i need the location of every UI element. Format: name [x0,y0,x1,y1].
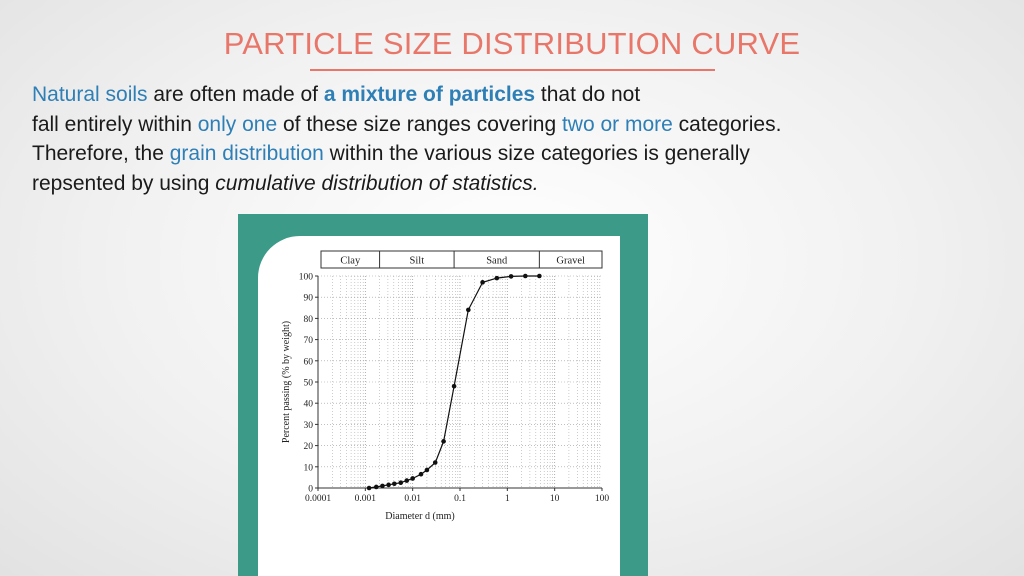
y-tick-label: 70 [304,336,314,346]
text-run: categories. [672,112,782,136]
data-point [386,482,391,488]
data-point [398,480,404,485]
chart-axes: 0 10 20 30 40 50 60 70 80 90 100 0.0001 0.001 0.01 0.1… [299,273,610,505]
size-band-frame [320,250,603,269]
highlight-only-one: only one [197,112,278,136]
y-tick-label: 30 [304,421,314,431]
data-point [366,485,372,491]
data-point [380,483,385,489]
slide-title: PARTICLE SIZE DISTRIBUTION CURVE [223,26,801,61]
x-tick-label: 0.1 [454,494,466,504]
size-band-silt: Silt [410,256,425,267]
data-point [537,273,542,279]
data-point [494,275,500,281]
y-tick-label: 60 [304,357,314,367]
y-tick-label: 80 [304,315,314,325]
highlight-two-or-more: two or more [561,112,673,136]
y-tick-label: 40 [304,400,314,410]
size-band-sand: Sand [486,256,508,267]
x-tick-label: 0.01 [404,494,421,504]
text-run: within the various size categories is ge… [323,142,750,165]
text-run: of these size ranges covering [277,112,562,136]
highlight-mixture-of-particles: a mixture of particles [323,83,536,106]
text-run: fall entirely within [32,112,198,136]
title-underline [310,69,715,71]
x-tick-label: 0.0001 [305,494,331,504]
x-tick-label: 100 [595,494,610,504]
size-band-gravel: Gravel [556,256,585,267]
intro-paragraph: Natural soils are often made of a mixtur… [32,80,1002,198]
text-run: are often made of [147,83,324,106]
x-axis-label: Diameter d (mm) [385,511,454,522]
data-point [508,274,514,279]
highlight-natural-soils: Natural soils [32,83,148,106]
y-tick-label: 90 [304,294,314,304]
data-point [441,439,446,444]
data-point [404,478,410,483]
data-point [392,481,397,487]
paragraph-line-1: Natural soils are often made of a mixtur… [32,80,1002,110]
data-point [451,383,457,389]
data-point [418,471,424,477]
size-band-header: Clay Silt Sand Gravel [320,250,603,269]
data-point [466,307,471,313]
text-run: Therefore, the [32,142,170,165]
data-point [373,484,379,490]
paragraph-line-3: Therefore, the grain distribution within… [32,139,1002,169]
text-run: that do not [535,83,641,106]
data-point [523,273,528,279]
y-tick-label: 0 [308,485,313,495]
size-band-clay: Clay [340,256,361,267]
data-point [410,476,415,481]
data-point [480,280,485,285]
y-axis-label: Percent passing (% by weight) [281,321,292,443]
particle-size-chart: Clay Silt Sand Gravel 010203040506070809010… [281,250,610,522]
paragraph-line-2: fall entirely within only one of these s… [32,110,1002,140]
chart-series [366,273,542,491]
y-tick-label: 10 [304,463,314,473]
text-run: repsented by using [32,171,216,195]
chart-grid [318,275,602,488]
y-tick-label: 20 [304,442,314,452]
italic-cumulative-distribution: cumulative distribution of statistics. [215,171,539,195]
y-tick-label: 100 [299,273,314,283]
data-point [432,460,438,465]
x-tick-label: 0.001 [355,494,377,504]
highlight-grain-distribution: grain distribution [169,142,324,165]
x-tick-label: 10 [550,494,560,504]
y-tick-label: 50 [304,379,314,389]
paragraph-line-4: repsented by using cumulative distributi… [32,169,1002,199]
x-tick-label: 1 [505,494,510,504]
data-point [424,467,430,473]
